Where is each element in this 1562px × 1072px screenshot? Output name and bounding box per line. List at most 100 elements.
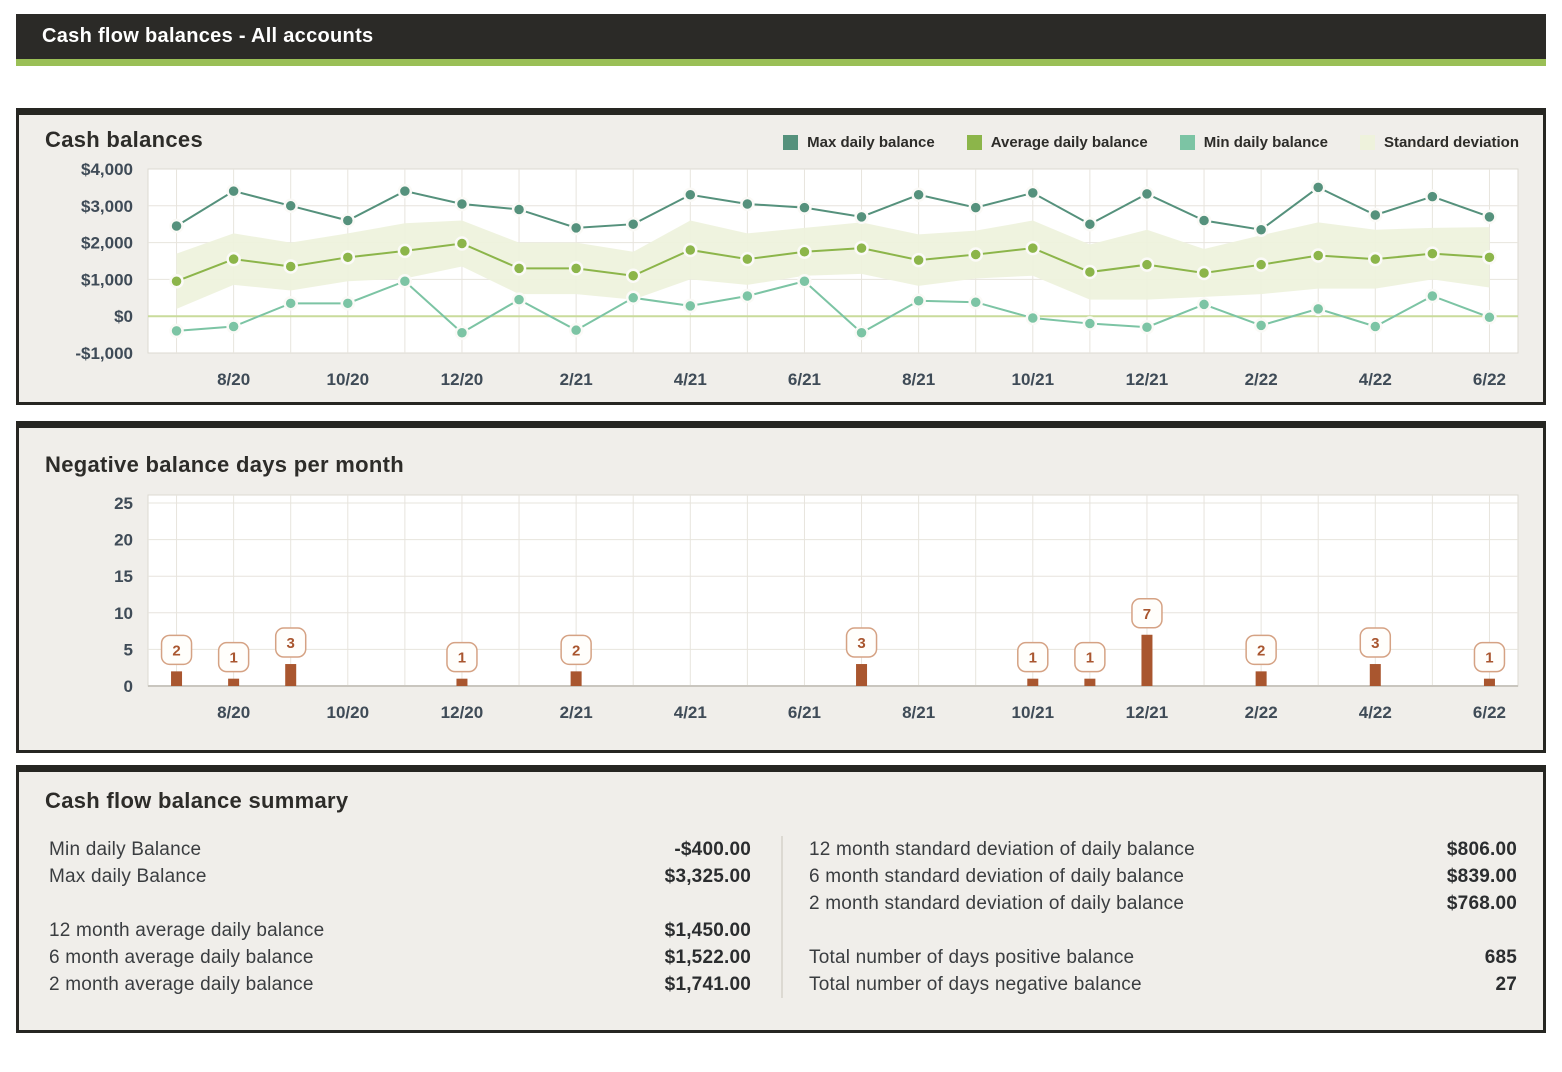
x-tick-label: 6/22 — [1473, 370, 1506, 389]
data-point — [340, 250, 356, 265]
bar-label-box — [845, 627, 878, 658]
y-tick-label: 15 — [114, 567, 133, 586]
bar-label-box — [1017, 641, 1049, 673]
x-tick-label: 8/21 — [902, 703, 935, 722]
bar — [285, 664, 297, 686]
summary-row: 2 month standard deviation of daily bala… — [809, 890, 1517, 917]
x-tick-label: 10/21 — [1012, 370, 1055, 389]
summary-value: $1,450.00 — [664, 919, 751, 941]
bar — [1027, 678, 1039, 686]
data-point — [169, 323, 184, 339]
data-point — [1025, 185, 1041, 201]
bar-label: 1 — [1485, 650, 1493, 667]
cash-balances-title: Cash balances — [45, 127, 203, 152]
data-point — [1425, 189, 1440, 204]
series-line — [176, 186, 1490, 231]
summary-column-left: Min daily Balance -$400.00 Max daily Balan… — [49, 836, 783, 998]
summary-spacer-row — [49, 890, 751, 917]
data-point — [1425, 246, 1440, 261]
summary-row: 6 month average daily balance $1,522.00 — [49, 944, 751, 971]
summary-panel-head: Cash flow balance summary — [19, 772, 1543, 814]
bar-label-box — [274, 627, 307, 658]
data-point — [511, 292, 527, 307]
bar-label-box — [1473, 641, 1506, 673]
bar-label-box — [1245, 634, 1277, 666]
summary-row: Total number of days positive balance 685 — [809, 944, 1517, 971]
summary-label: 2 month standard deviation of daily bala… — [809, 892, 1185, 914]
legend-label: Standard deviation — [1383, 134, 1519, 151]
legend-label: Min daily balance — [1203, 134, 1328, 151]
bar-label-box — [1359, 627, 1392, 658]
data-point — [340, 213, 356, 228]
legend-swatch — [783, 135, 799, 150]
data-point — [283, 259, 298, 274]
legend-label: Max daily balance — [807, 134, 935, 151]
bar — [570, 671, 582, 686]
bar-label: 1 — [1029, 650, 1037, 667]
summary-row: 12 month average daily balance $1,450.00 — [49, 917, 751, 944]
bar — [1255, 671, 1267, 686]
data-point — [1253, 222, 1269, 237]
data-point — [340, 296, 356, 311]
data-point — [854, 209, 869, 225]
data-point — [568, 220, 584, 236]
summary-value: 685 — [1484, 946, 1517, 968]
summary-row: Max daily Balance $3,325.00 — [49, 863, 751, 890]
x-tick-label: 10/21 — [1012, 703, 1055, 722]
negative-days-panel: Negative balance days per month 2 1 3 1 2 3 1 1… — [16, 421, 1546, 753]
bar-label: 1 — [1086, 650, 1094, 667]
bar-label: 3 — [1371, 635, 1379, 652]
x-tick-label: 4/22 — [1359, 370, 1392, 389]
bar — [228, 678, 240, 686]
bar-label: 3 — [857, 635, 865, 652]
y-tick-label: 20 — [114, 531, 133, 550]
summary-value: -$400.00 — [674, 838, 751, 860]
data-point — [454, 325, 470, 341]
data-point — [1253, 257, 1269, 272]
y-tick-label: 5 — [124, 640, 133, 659]
legend: Max daily balance Average daily balance Mi… — [783, 134, 1519, 153]
legend-item: Min daily balance — [1179, 134, 1328, 151]
data-point — [797, 200, 812, 215]
data-point — [1082, 316, 1098, 331]
data-point — [797, 273, 812, 289]
data-point — [1139, 257, 1155, 272]
data-point — [625, 290, 641, 306]
data-point — [1196, 265, 1212, 281]
cash-balances-panel-head: Cash balances Max daily balance Average d… — [19, 115, 1543, 153]
data-point — [1368, 207, 1383, 223]
legend-item: Average daily balance — [966, 134, 1148, 151]
bar — [856, 664, 868, 686]
data-point — [1425, 288, 1440, 304]
bar — [171, 671, 183, 686]
x-tick-label: 12/21 — [1126, 703, 1169, 722]
y-tick-label: 10 — [114, 604, 133, 623]
data-point — [226, 183, 241, 199]
x-tick-label: 2/22 — [1245, 703, 1278, 722]
report-title: Cash flow balances - All accounts — [42, 25, 374, 47]
summary-column-right: 12 month standard deviation of daily bal… — [783, 836, 1517, 998]
data-point — [568, 322, 584, 338]
data-point — [397, 273, 413, 289]
summary-title: Cash flow balance summary — [45, 788, 349, 813]
data-point — [625, 216, 641, 232]
x-tick-label: 4/22 — [1359, 703, 1392, 722]
cash-balances-panel: Cash balances Max daily balance Average d… — [16, 108, 1546, 405]
summary-value: $3,325.00 — [664, 865, 751, 887]
bar-label: 2 — [1257, 642, 1265, 659]
data-point — [568, 261, 584, 276]
data-point — [683, 242, 698, 258]
data-point — [968, 294, 983, 310]
series-line — [176, 280, 1490, 334]
y-tick-label: 25 — [114, 494, 133, 513]
data-point — [454, 236, 470, 251]
data-point — [226, 251, 241, 267]
data-point — [226, 319, 241, 334]
y-tick-label: 0 — [124, 677, 133, 696]
legend-swatch — [1359, 135, 1375, 150]
summary-row: 12 month standard deviation of daily bal… — [809, 836, 1517, 863]
data-point — [1139, 319, 1155, 335]
legend-item: Standard deviation — [1359, 134, 1519, 151]
bar-label-box — [560, 634, 592, 666]
